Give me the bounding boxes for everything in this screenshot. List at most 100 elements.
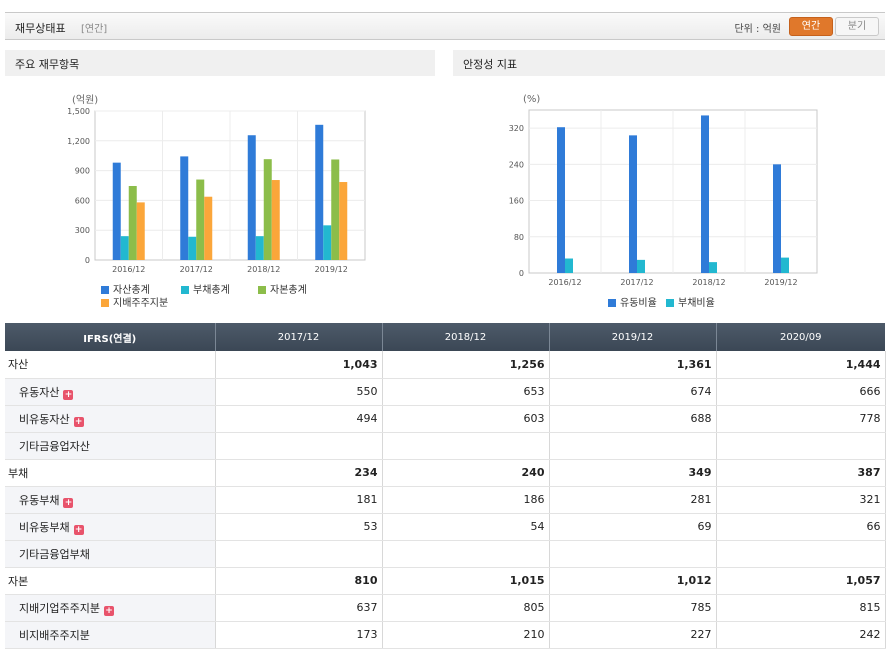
stability-chart: (%) 0 80 160 240 320 2016/12 2017/12 2018/12 2019… <box>509 94 818 309</box>
expand-plus-icon[interactable]: + <box>63 497 74 508</box>
row-label-cell: 지배기업주주지분 + <box>5 594 216 622</box>
value-cell <box>716 432 886 460</box>
column-header: 2020/09 <box>716 323 885 351</box>
row-label-cell: 기타금융업부채 <box>5 540 216 568</box>
value-cell <box>215 540 383 568</box>
bar <box>128 185 137 260</box>
value-cell: 778 <box>716 405 886 433</box>
value-cell <box>215 432 383 460</box>
value-cell: 1,444 <box>716 351 886 379</box>
bar <box>637 259 645 273</box>
value-cell <box>549 432 717 460</box>
table-row: 지배기업주주지분 +637 805 785 815 <box>5 594 886 622</box>
y-tick-label: 80 <box>514 233 524 242</box>
x-tick-label: 2016/12 <box>548 278 581 287</box>
legend-swatch <box>101 286 109 294</box>
value-cell: 69 <box>549 513 717 541</box>
bar <box>196 179 205 260</box>
value-cell: 688 <box>549 405 717 433</box>
row-label: 유동자산 <box>19 385 60 399</box>
value-cell: 54 <box>382 513 550 541</box>
y-tick-label: 160 <box>509 197 524 206</box>
value-cell: 637 <box>215 594 383 622</box>
expand-plus-icon[interactable]: + <box>63 389 74 400</box>
legend-label: 부채총계 <box>193 284 230 296</box>
table-row: 기타금융업부채 <box>5 540 886 568</box>
bar <box>773 164 781 273</box>
row-label-cell: 비유동자산 + <box>5 405 216 433</box>
value-cell: 227 <box>549 621 717 649</box>
expand-plus-icon[interactable]: + <box>73 416 84 427</box>
table-header-row: IFRS(연결) 2017/12 2018/12 2019/12 2020/09 <box>5 323 885 351</box>
bar <box>565 258 573 273</box>
bar <box>204 196 213 260</box>
value-cell: 234 <box>215 459 383 487</box>
bar <box>255 236 264 260</box>
value-cell: 1,256 <box>382 351 550 379</box>
value-cell: 1,012 <box>549 567 717 595</box>
y-unit-label: (%) <box>523 94 540 105</box>
legend-swatch <box>101 299 109 307</box>
row-label-cell: 자본 <box>5 567 216 595</box>
value-cell <box>382 540 550 568</box>
bar <box>120 236 129 260</box>
table-row: 유동자산 +550 653 674 666 <box>5 378 886 406</box>
y-tick-label: 240 <box>509 160 524 169</box>
y-tick-label: 1,200 <box>67 137 90 146</box>
value-cell: 1,361 <box>549 351 717 379</box>
table-row: 자산 1,043 1,256 1,361 1,444 <box>5 351 886 379</box>
right-panel-title: 안정성 지표 <box>463 58 518 71</box>
value-cell: 653 <box>382 378 550 406</box>
legend-label: 지배주주지분 <box>113 297 168 309</box>
row-label: 비지배주주지분 <box>19 628 90 642</box>
quarter-button[interactable]: 분기 <box>835 17 879 36</box>
x-tick-label: 2017/12 <box>180 265 213 274</box>
expand-plus-icon[interactable]: + <box>73 524 84 535</box>
legend-swatch <box>258 286 266 294</box>
row-label: 유동부채 <box>19 493 60 507</box>
row-label-cell: 비지배주주지분 <box>5 621 216 649</box>
bar <box>271 180 280 260</box>
period-subtitle: [연간] <box>81 24 108 35</box>
unit-label: 단위 : 억원 <box>734 24 781 35</box>
row-label-cell: 비유동부채 + <box>5 513 216 541</box>
y-unit-label: (억원) <box>72 94 98 106</box>
y-tick-label: 300 <box>75 226 90 235</box>
expand-plus-icon[interactable]: + <box>103 605 114 616</box>
value-cell: 815 <box>716 594 886 622</box>
row-label: 자본 <box>8 574 29 588</box>
table-row: 비유동자산 +494 603 688 778 <box>5 405 886 433</box>
legend-swatch <box>181 286 189 294</box>
right-panel-header: 안정성 지표 <box>453 50 885 76</box>
left-panel-title: 주요 재무항목 <box>15 58 80 71</box>
statement-header: 재무상태표 [연간] 단위 : 억원 연간 분기 <box>5 12 885 40</box>
bar <box>557 127 565 273</box>
row-label-cell: 부채 <box>5 459 216 487</box>
value-cell: 1,057 <box>716 567 886 595</box>
row-label-cell: 자산 <box>5 351 216 379</box>
balance-sheet-table: IFRS(연결) 2017/12 2018/12 2019/12 2020/09… <box>5 323 886 649</box>
row-label-cell: 유동부채 + <box>5 486 216 514</box>
value-cell: 1,015 <box>382 567 550 595</box>
value-cell: 66 <box>716 513 886 541</box>
value-cell: 550 <box>215 378 383 406</box>
bar <box>188 236 197 260</box>
table-row: 비지배주주지분 173 210 227 242 <box>5 621 886 649</box>
table-row: 자본 810 1,015 1,012 1,057 <box>5 567 886 595</box>
value-cell: 603 <box>382 405 550 433</box>
annual-button[interactable]: 연간 <box>789 17 833 36</box>
row-label: 비유동부채 <box>19 520 70 534</box>
table-row: 유동부채 +181 186 281 321 <box>5 486 886 514</box>
value-cell <box>549 540 717 568</box>
row-label: 비유동자산 <box>19 412 70 426</box>
value-cell: 387 <box>716 459 886 487</box>
value-cell: 181 <box>215 486 383 514</box>
value-cell: 173 <box>215 621 383 649</box>
value-cell: 666 <box>716 378 886 406</box>
bar <box>701 115 709 273</box>
y-tick-label: 320 <box>509 124 524 133</box>
value-cell: 186 <box>382 486 550 514</box>
legend-label: 부채비율 <box>678 297 715 309</box>
legend-label: 유동비율 <box>620 297 657 309</box>
bar <box>136 202 145 260</box>
